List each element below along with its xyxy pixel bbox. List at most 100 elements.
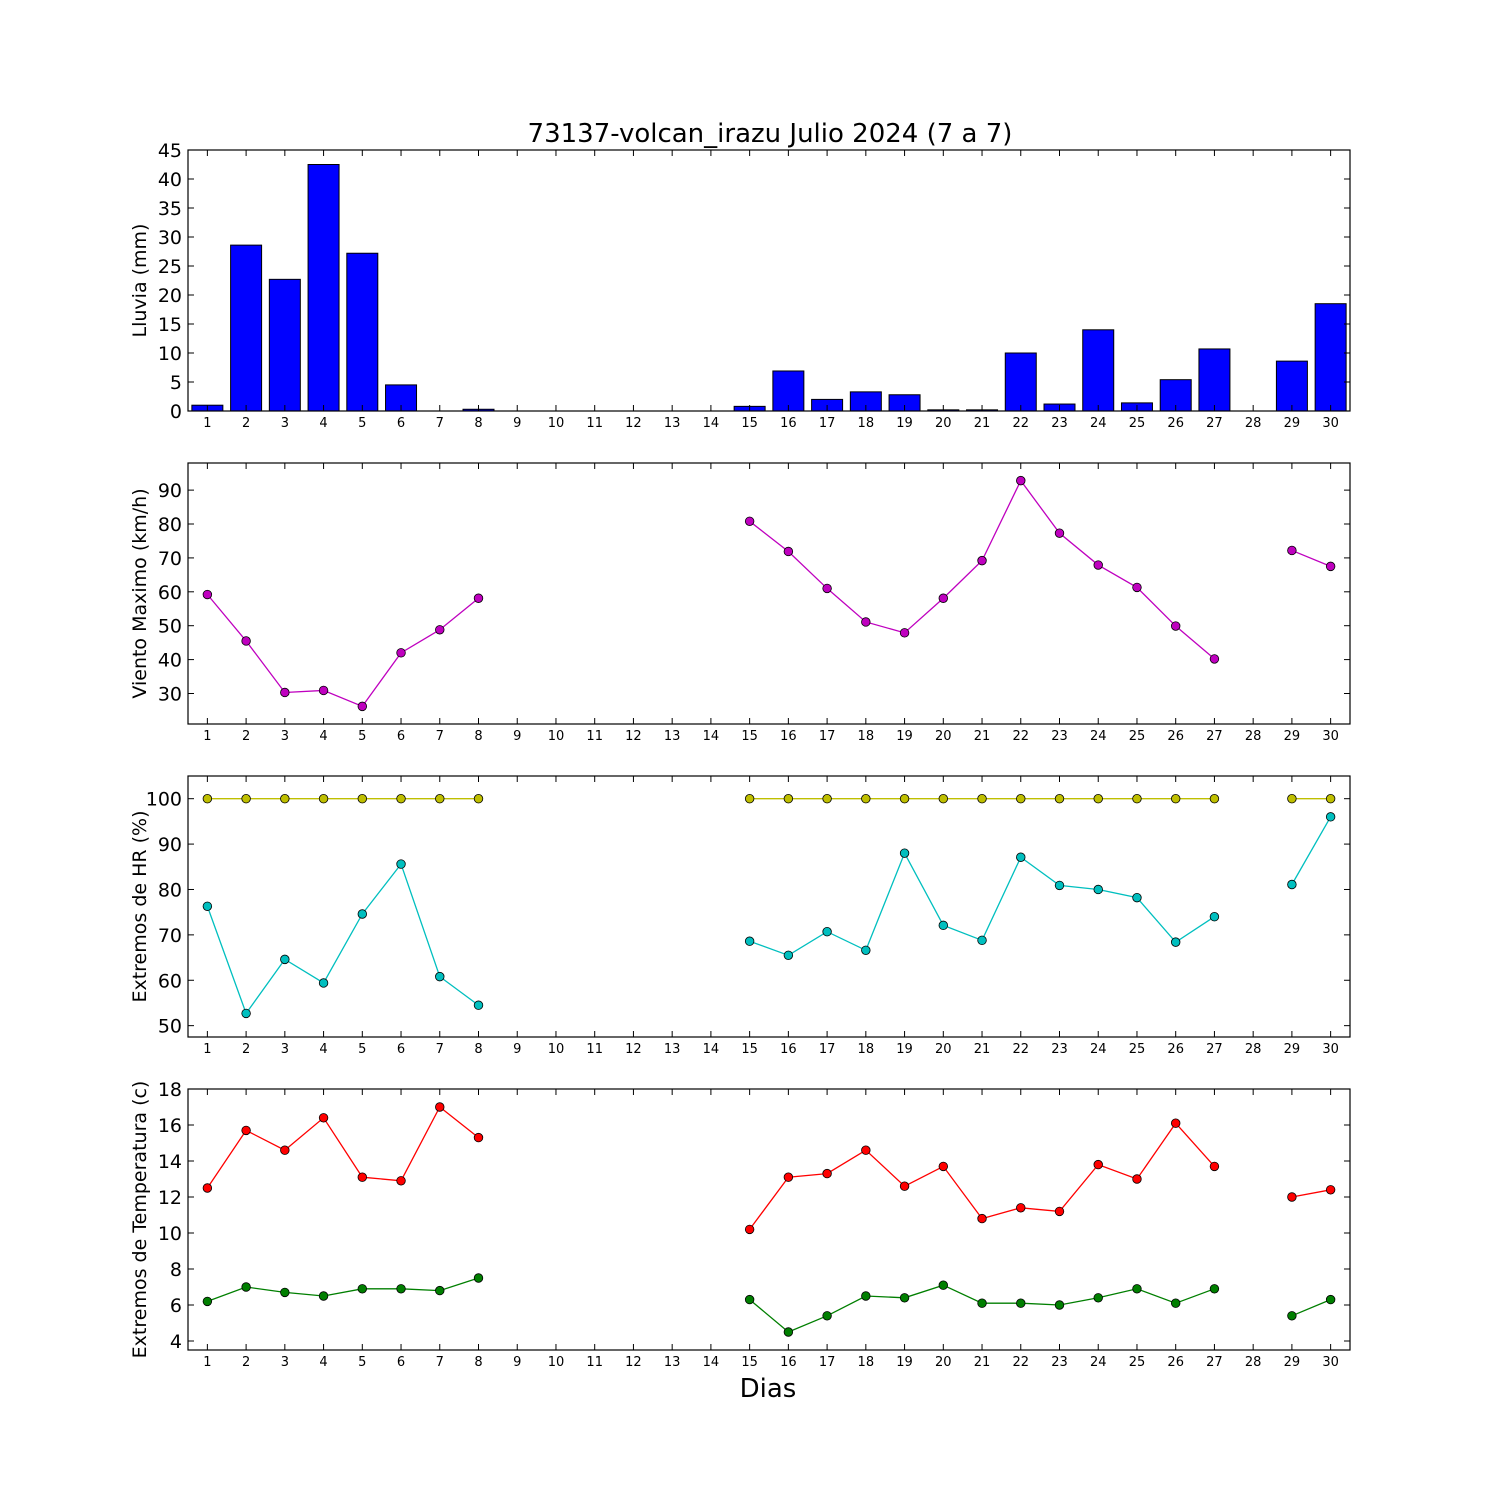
x-tick-label: 9 <box>513 729 521 744</box>
x-tick-label: 25 <box>1129 1355 1146 1370</box>
temperature-series-2-point <box>1325 1294 1336 1305</box>
x-tick-label: 25 <box>1129 729 1146 744</box>
x-tick-label: 14 <box>703 1042 720 1057</box>
x-tick-label: 28 <box>1245 1042 1262 1057</box>
x-tick-label: 20 <box>935 1042 952 1057</box>
wind-series-1-point <box>318 685 329 696</box>
temperature-series-2-line <box>1291 1299 1331 1317</box>
temperature-series-2-line <box>207 1277 479 1303</box>
x-tick-label: 23 <box>1051 416 1068 431</box>
x-tick-label: 20 <box>935 729 952 744</box>
wind-series-1-point <box>435 625 445 635</box>
humidity-series-1-point <box>899 794 910 804</box>
x-tick-label: 16 <box>780 1042 797 1057</box>
x-tick-label: 15 <box>741 1042 758 1057</box>
temperature-series-1-point <box>435 1102 445 1112</box>
temperature-series-1-point <box>473 1132 484 1143</box>
x-tick-label: 9 <box>513 416 521 431</box>
temperature-series-1-point <box>1093 1159 1103 1170</box>
x-tick-label: 6 <box>397 1355 405 1370</box>
y-tick-label: 25 <box>158 256 182 278</box>
x-tick-label: 29 <box>1284 1042 1301 1057</box>
rain-bar <box>1198 348 1231 412</box>
x-tick-label: 18 <box>858 1355 875 1370</box>
temperature-series-2-point <box>1287 1311 1297 1321</box>
temperature-series-1-point <box>1132 1174 1142 1184</box>
x-tick-label: 8 <box>474 1042 482 1057</box>
temperature-series-1-line <box>1291 1189 1331 1198</box>
x-tick-label: 18 <box>858 1042 875 1057</box>
temperature-series-2-point <box>783 1327 794 1337</box>
temperature-series-1-point <box>357 1172 368 1182</box>
temperature-series-2-point <box>396 1284 406 1294</box>
wind-series-1-point <box>783 546 794 557</box>
humidity-series-2-line <box>206 862 479 1015</box>
humidity-series-1-point <box>977 794 987 804</box>
y-tick-label: 100 <box>146 789 182 811</box>
x-tick-label: 28 <box>1245 1355 1262 1370</box>
y-tick-label: 0 <box>170 401 182 423</box>
y-tick-label: 10 <box>158 1223 182 1245</box>
temperature-series-2-point <box>241 1282 251 1292</box>
humidity-series-1-point <box>1016 794 1026 804</box>
humidity-series-2-point <box>977 935 987 946</box>
x-tick-label: 9 <box>513 1355 521 1370</box>
x-tick-label: 12 <box>625 416 642 431</box>
temperature-series-1-point <box>396 1176 406 1186</box>
x-tick-label: 22 <box>1012 1042 1029 1057</box>
x-tick-label: 28 <box>1245 729 1262 744</box>
x-tick-label: 17 <box>819 1355 836 1370</box>
y-tick-label: 60 <box>158 582 182 604</box>
wind-series-1-point <box>861 617 871 627</box>
humidity-series-1-point <box>1287 794 1297 804</box>
x-tick-label: 30 <box>1322 1042 1339 1057</box>
humidity-series-2-point <box>783 950 794 961</box>
temperature-series-1-point <box>861 1145 871 1155</box>
wind-series-1-point <box>357 701 368 712</box>
x-tick-label: 15 <box>741 1355 758 1370</box>
temperature-series-1-line <box>749 1122 1215 1230</box>
x-tick-label: 23 <box>1051 1042 1068 1057</box>
humidity-series-2-point <box>1132 892 1142 903</box>
x-tick-label: 3 <box>281 416 289 431</box>
temperature-series-1-line <box>206 1106 479 1189</box>
x-tick-label: 5 <box>358 416 366 431</box>
wind-series-1-point <box>1209 654 1220 664</box>
x-tick-label: 11 <box>586 416 603 431</box>
y-tick-label: 90 <box>158 480 182 502</box>
x-tick-label: 12 <box>625 1355 642 1370</box>
temperature-series-2-point <box>435 1285 445 1296</box>
y-tick-label: 90 <box>158 834 182 856</box>
x-tick-label: 24 <box>1090 1042 1107 1057</box>
wind-series-1-point <box>1132 582 1142 593</box>
humidity-series-1-point <box>396 794 406 804</box>
wind-series-1-line <box>1291 549 1331 567</box>
x-tick-label: 16 <box>780 416 797 431</box>
wind-series-1-point <box>1287 545 1297 556</box>
x-tick-label: 25 <box>1129 1042 1146 1057</box>
y-tick-label: 80 <box>158 514 182 536</box>
y-axis-label: Viento Maximo (km/h) <box>129 488 151 698</box>
x-tick-label: 17 <box>819 416 836 431</box>
x-tick-label: 4 <box>319 416 327 431</box>
humidity-series-2-point <box>822 926 832 937</box>
rain-bar <box>1314 303 1347 412</box>
x-tick-label: 19 <box>896 729 913 744</box>
humidity-series-1-point <box>318 794 329 804</box>
temperature-series-1-point <box>783 1172 794 1182</box>
y-tick-label: 30 <box>158 227 182 249</box>
x-tick-label: 2 <box>242 416 250 431</box>
temperature-series-1-point <box>1287 1192 1297 1202</box>
x-tick-label: 7 <box>436 416 444 431</box>
wind-series-1-point <box>1325 561 1336 572</box>
humidity-series-1-point <box>1054 794 1065 804</box>
x-tick-label: 26 <box>1167 416 1184 431</box>
humidity-series-1-point <box>202 794 213 804</box>
humidity-series-1-point <box>783 794 794 804</box>
wind-series-1-point <box>744 516 755 527</box>
x-tick-label: 10 <box>548 1355 565 1370</box>
temperature-series-2-point <box>1093 1293 1103 1303</box>
humidity-series-1-point <box>473 794 484 804</box>
y-tick-label: 8 <box>170 1259 182 1281</box>
x-tick-label: 3 <box>281 1042 289 1057</box>
